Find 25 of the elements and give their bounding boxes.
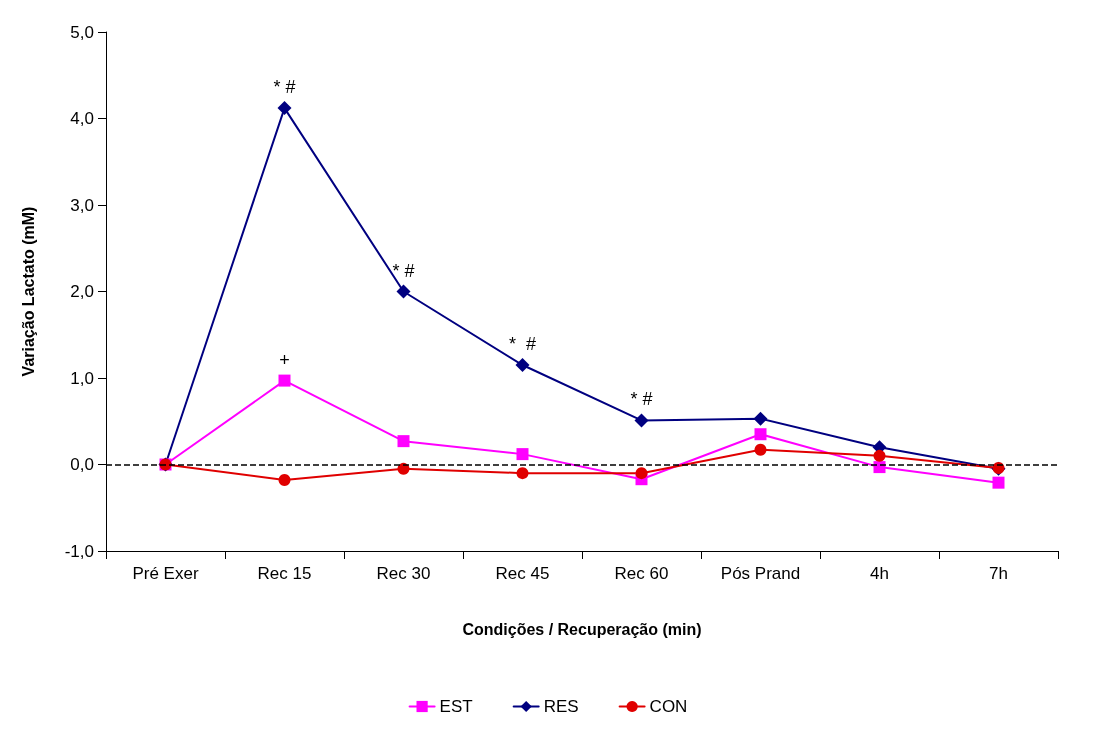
legend-label: CON [649,697,688,716]
x-tick-label: Rec 60 [614,564,669,583]
annotation: * # [508,334,537,355]
annotation: * # [273,77,296,98]
y-tick-label: 4,0 [70,109,94,128]
legend-label: EST [439,697,473,716]
y-axis-title: Variação Lactato (mM) [19,206,37,377]
y-tick-label: 3,0 [70,195,94,215]
y-tick-label: 1,0 [70,368,94,388]
annotation: + [279,349,290,370]
x-tick-label: Pré Exer [132,564,199,583]
x-tick-label: 7h [989,564,1008,583]
y-tick-label: 5,0 [70,22,94,42]
y-tick-label: 2,0 [70,282,94,301]
x-tick-label: Rec 30 [376,564,431,583]
legend-label: RES [543,697,579,716]
x-tick-label: 4h [870,564,889,583]
x-tick-label: Pós Prand [720,564,801,583]
y-tick-label: -1,0 [64,541,94,561]
y-tick-label: 0,0 [70,455,94,474]
annotation: * # [392,260,415,281]
x-axis-title: Condições / Recuperação (min) [462,620,702,638]
x-tick-label: Rec 15 [257,564,312,583]
annotation: * # [630,389,653,410]
x-tick-label: Rec 45 [495,564,550,583]
